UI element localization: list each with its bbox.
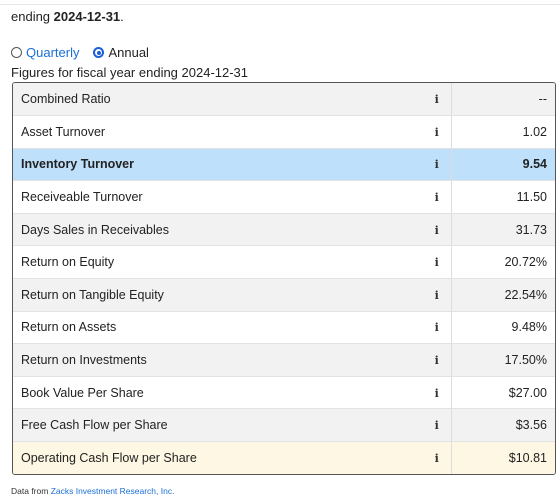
metric-label: Days Sales in Receivables <box>13 213 423 247</box>
info-icon[interactable]: i <box>434 125 439 139</box>
metric-label: Return on Equity <box>13 245 423 280</box>
metric-value: 22.54% <box>451 278 555 312</box>
intro-suffix: . <box>120 9 124 24</box>
info-icon[interactable]: i <box>434 354 439 368</box>
info-icon[interactable]: i <box>434 419 439 433</box>
table-row: Return on Tangible Equity i 22.54% <box>13 278 555 312</box>
table-row: Inventory Turnover i 9.54 <box>13 148 555 182</box>
info-icon[interactable]: i <box>434 288 439 302</box>
metric-label: Inventory Turnover <box>13 148 423 182</box>
ratios-table: Combined Ratio i -- Asset Turnover i 1.02 Inve… <box>12 82 556 476</box>
metric-value: $27.00 <box>451 376 555 410</box>
info-icon[interactable]: i <box>434 191 439 205</box>
table-row: Receiveable Turnover i 11.50 <box>13 180 555 214</box>
intro-prefix: ending <box>11 9 54 24</box>
table-row: Combined Ratio i -- <box>13 83 555 117</box>
table-row: Operating Cash Flow per Share i $10.81 <box>13 441 555 475</box>
info-cell: i <box>423 115 452 149</box>
metric-label: Return on Investments <box>13 343 423 377</box>
period-selector: Quarterly Annual <box>11 45 163 60</box>
info-cell: i <box>423 148 452 182</box>
info-icon[interactable]: i <box>434 321 439 335</box>
table-row: Return on Investments i 17.50% <box>13 343 555 377</box>
table-row: Free Cash Flow per Share i $3.56 <box>13 408 555 443</box>
data-source-footer: Data from Zacks Investment Research, Inc… <box>11 486 174 496</box>
intro-date: 2024-12-31 <box>53 9 121 24</box>
annual-radio[interactable] <box>93 47 105 58</box>
metric-value: 20.72% <box>451 245 555 280</box>
info-icon[interactable]: i <box>434 256 439 270</box>
metric-label: Free Cash Flow per Share <box>13 408 423 443</box>
metric-value: 1.02 <box>451 115 555 149</box>
metric-value: $10.81 <box>451 441 555 475</box>
quarterly-label[interactable]: Quarterly <box>26 45 80 60</box>
metric-value: 17.50% <box>451 343 555 377</box>
metric-value: 9.48% <box>451 311 555 345</box>
metric-value: $3.56 <box>451 408 555 443</box>
metric-label: Return on Assets <box>13 311 423 345</box>
metric-label: Book Value Per Share <box>13 376 423 410</box>
table-row: Return on Assets i 9.48% <box>13 311 555 345</box>
info-icon[interactable]: i <box>434 93 439 107</box>
footer-prefix: Data from <box>11 486 51 496</box>
annual-label[interactable]: Annual <box>108 45 149 60</box>
info-icon[interactable]: i <box>434 452 439 466</box>
metric-value: -- <box>451 83 555 117</box>
quarterly-option[interactable]: Quarterly <box>11 45 79 60</box>
info-cell: i <box>423 376 452 410</box>
info-cell: i <box>423 245 452 280</box>
intro-text: ending 2024-12-31. <box>11 9 124 24</box>
metric-label: Return on Tangible Equity <box>13 278 423 312</box>
metric-value: 9.54 <box>451 148 555 182</box>
info-cell: i <box>423 213 452 247</box>
zacks-link[interactable]: Zacks Investment Research, Inc. <box>50 486 175 496</box>
metric-value: 31.73 <box>451 213 555 247</box>
info-cell: i <box>423 180 452 214</box>
quarterly-radio[interactable] <box>11 47 22 58</box>
top-divider <box>0 0 560 5</box>
info-icon[interactable]: i <box>434 386 439 400</box>
info-icon[interactable]: i <box>434 223 439 237</box>
table-row: Book Value Per Share i $27.00 <box>13 376 555 410</box>
info-cell: i <box>423 343 452 377</box>
info-cell: i <box>423 83 452 117</box>
table-row: Asset Turnover i 1.02 <box>13 115 555 149</box>
info-icon[interactable]: i <box>434 158 439 172</box>
info-cell: i <box>423 408 452 443</box>
metric-value: 11.50 <box>451 180 555 214</box>
metric-label: Operating Cash Flow per Share <box>13 441 423 475</box>
metric-label: Combined Ratio <box>13 83 423 117</box>
table-row: Return on Equity i 20.72% <box>13 245 555 280</box>
fiscal-year-caption: Figures for fiscal year ending 2024-12-3… <box>11 65 249 80</box>
table-row: Days Sales in Receivables i 31.73 <box>13 213 555 247</box>
info-cell: i <box>423 311 452 345</box>
info-cell: i <box>423 278 452 312</box>
info-cell: i <box>423 441 452 475</box>
metric-label: Asset Turnover <box>13 115 423 149</box>
metric-label: Receiveable Turnover <box>13 180 423 214</box>
annual-option[interactable]: Annual <box>93 45 149 60</box>
